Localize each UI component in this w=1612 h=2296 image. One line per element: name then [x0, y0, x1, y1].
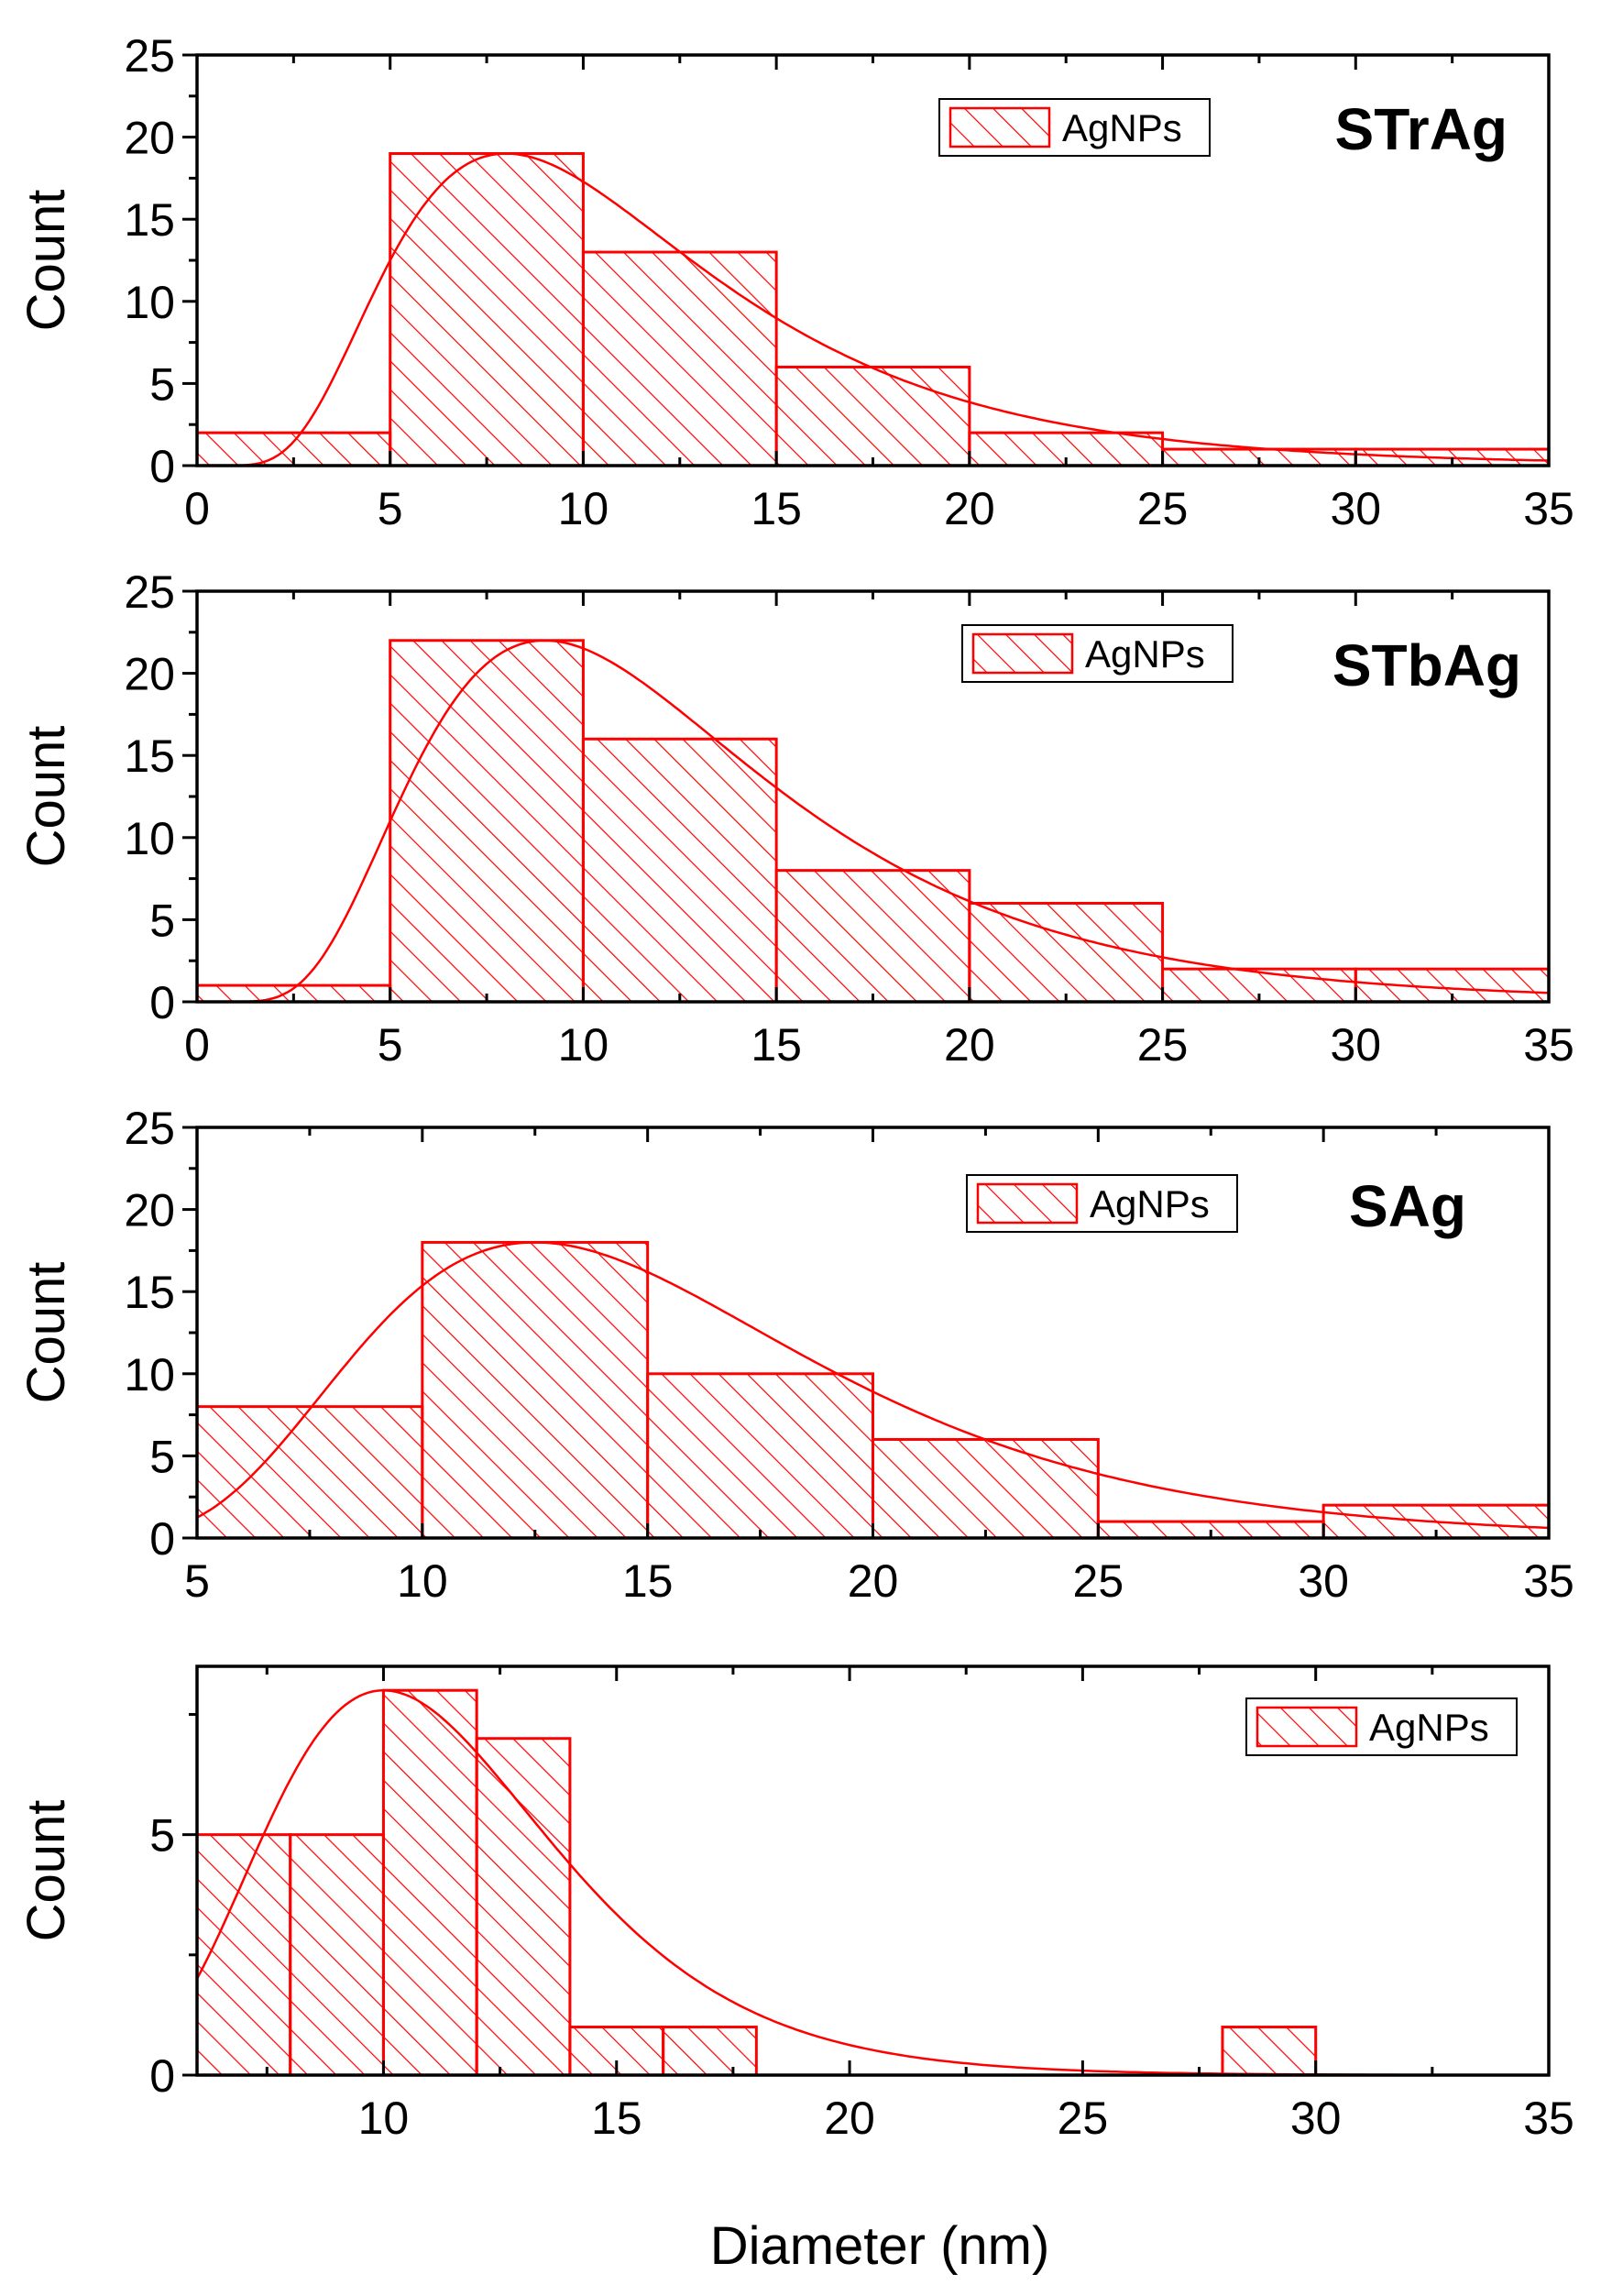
x-tick-label: 5 — [184, 1555, 210, 1607]
legend-swatch — [949, 106, 1051, 148]
y-tick-label: 5 — [149, 1810, 175, 1862]
histogram-bar — [475, 1737, 572, 2077]
plot-frame — [195, 1664, 1551, 2077]
histogram-bar — [195, 1405, 424, 1540]
x-tick-label: 10 — [397, 1555, 448, 1607]
legend-label: AgNPs — [1369, 1706, 1489, 1749]
histogram-bar — [381, 1688, 478, 2077]
y-tick-label: 20 — [124, 1185, 175, 1236]
x-tick-label: 35 — [1523, 483, 1574, 534]
x-tick-label: 0 — [184, 1019, 210, 1071]
histogram-bar — [774, 869, 971, 1004]
x-tick-label: 10 — [558, 483, 609, 534]
legend-swatch — [1256, 1706, 1358, 1748]
legend-label: AgNPs — [1085, 632, 1205, 676]
x-tick-label: 15 — [751, 483, 802, 534]
x-tick-label: 0 — [184, 483, 210, 534]
histogram-bar — [195, 1833, 292, 2077]
lognormal-fit-curve — [201, 639, 1550, 1004]
histogram-bar — [646, 1372, 875, 1540]
x-tick-label: 10 — [558, 1019, 609, 1071]
panel-label: STrAg — [1335, 96, 1508, 162]
x-tick-label: 30 — [1298, 1555, 1349, 1607]
legend-label: AgNPs — [1062, 106, 1182, 149]
histogram-bar — [389, 639, 585, 1004]
y-axis-title: Count — [16, 726, 76, 868]
histogram-bar — [872, 1437, 1100, 1540]
y-tick-label: 0 — [149, 1513, 175, 1565]
x-tick-label: 25 — [1137, 483, 1189, 534]
x-tick-label: 30 — [1290, 2093, 1342, 2144]
legend-swatch — [971, 632, 1074, 675]
y-axis-title: Count — [16, 190, 76, 332]
panel-label: STbAg — [1332, 632, 1521, 698]
histogram-panel-1: 0 5 10 15 20 25 30 35 0 5 10 15 20 25 Count AgNPs STrAg — [16, 30, 1574, 534]
y-tick-label: 0 — [149, 441, 175, 492]
histogram-bar — [1221, 2026, 1318, 2077]
x-tick-label: 25 — [1137, 1019, 1189, 1071]
y-tick-label: 20 — [124, 649, 175, 700]
x-tick-label: 35 — [1523, 1019, 1574, 1071]
y-tick-label: 5 — [149, 1431, 175, 1482]
x-tick-label: 25 — [1058, 2093, 1109, 2144]
y-tick-label: 10 — [124, 277, 175, 328]
x-tick-label: 35 — [1523, 2093, 1574, 2144]
y-axis-title: Count — [16, 1262, 76, 1404]
x-tick-label: 20 — [944, 483, 995, 534]
x-axis-title: Diameter (nm) — [710, 2216, 1050, 2276]
histogram-bar — [289, 1833, 385, 2077]
histogram-bar — [581, 737, 778, 1004]
x-tick-label: 5 — [378, 1019, 403, 1071]
x-tick-label: 30 — [1330, 483, 1381, 534]
legend: AgNPs — [966, 1174, 1238, 1233]
y-tick-label: 20 — [124, 113, 175, 164]
legend: AgNPs — [961, 624, 1234, 683]
y-tick-label: 5 — [149, 358, 175, 410]
y-tick-label: 25 — [124, 566, 175, 618]
histogram-panel-4: 10 15 20 25 30 35 0 5 Count AgNPs — [16, 1664, 1574, 2144]
histogram-bar — [389, 152, 585, 467]
legend-swatch — [976, 1182, 1079, 1225]
legend-label: AgNPs — [1090, 1182, 1210, 1225]
x-tick-label: 20 — [848, 1555, 899, 1607]
y-tick-label: 0 — [149, 977, 175, 1028]
legend: AgNPs — [1245, 1697, 1518, 1756]
x-tick-label: 15 — [751, 1019, 802, 1071]
histogram-bar — [968, 901, 1165, 1004]
y-tick-label: 25 — [124, 1103, 175, 1154]
histogram-bar — [421, 1240, 650, 1540]
x-tick-label: 20 — [944, 1019, 995, 1071]
y-tick-label: 10 — [124, 1349, 175, 1401]
x-tick-label: 35 — [1523, 1555, 1574, 1607]
x-tick-label: 30 — [1330, 1019, 1381, 1071]
histogram-bar — [581, 250, 778, 467]
y-tick-label: 15 — [124, 194, 175, 246]
histogram-bar — [662, 2026, 758, 2077]
lognormal-fit-curve — [201, 152, 1550, 467]
histogram-bar — [774, 365, 971, 467]
x-tick-label: 5 — [378, 483, 403, 534]
x-tick-label: 10 — [358, 2093, 410, 2144]
x-tick-label: 20 — [824, 2093, 875, 2144]
y-tick-label: 5 — [149, 895, 175, 946]
y-tick-label: 10 — [124, 813, 175, 864]
y-tick-label: 0 — [149, 2050, 175, 2102]
x-tick-label: 15 — [622, 1555, 674, 1607]
y-tick-label: 15 — [124, 1267, 175, 1318]
legend: AgNPs — [938, 98, 1211, 157]
histogram-panel-2: 0 5 10 15 20 25 30 35 0 5 10 15 20 25 Count AgNPs STbAg — [16, 566, 1574, 1071]
y-tick-label: 15 — [124, 731, 175, 782]
y-tick-label: 25 — [124, 30, 175, 82]
lognormal-fit-curve — [196, 1241, 1550, 1530]
x-tick-label: 15 — [591, 2093, 642, 2144]
panel-label: SAg — [1349, 1173, 1466, 1239]
x-tick-label: 25 — [1073, 1555, 1124, 1607]
y-axis-title: Count — [16, 1800, 76, 1942]
